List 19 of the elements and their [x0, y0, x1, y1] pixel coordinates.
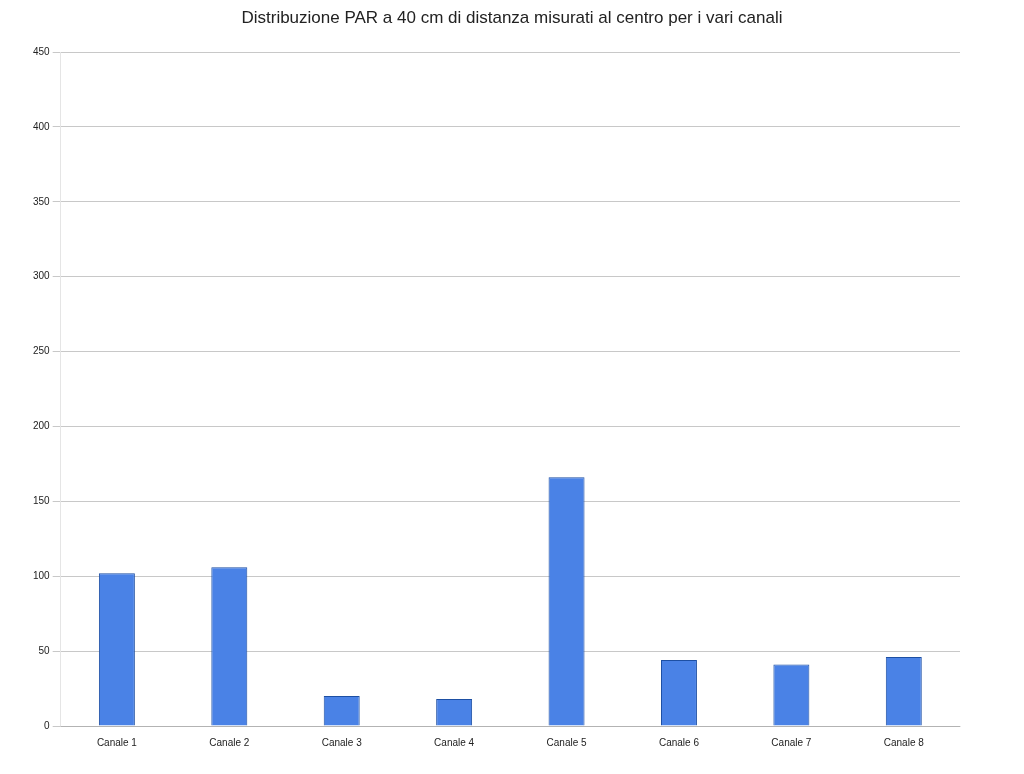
x-tick-label: Canale 7: [771, 736, 812, 748]
y-tick-label: 0: [44, 719, 51, 731]
y-tick-label: 250: [33, 345, 51, 357]
x-tick-label: Canale 3: [321, 736, 363, 748]
y-tick-label: 300: [33, 270, 51, 282]
x-tick-label: Canale 5: [546, 736, 587, 748]
x-tick-label: Canale 8: [883, 736, 925, 748]
x-tick-label: Canale 6: [658, 736, 700, 748]
x-tick-label: Canale 1: [96, 736, 138, 748]
y-tick-label: 450: [33, 45, 51, 57]
y-tick-label: 150: [33, 495, 51, 507]
y-tick-label: 100: [33, 569, 51, 581]
x-tick-label: Canale 2: [209, 736, 250, 748]
y-tick-label: 350: [33, 195, 51, 207]
y-tick-label: 400: [33, 120, 51, 132]
y-tick-label: 200: [33, 420, 51, 432]
y-tick-label: 50: [38, 644, 51, 656]
x-tick-label: Canale 4: [434, 736, 475, 748]
chart-title: Distribuzione PAR a 40 cm di distanza misurati al centro per i vari canali: [240, 8, 784, 28]
